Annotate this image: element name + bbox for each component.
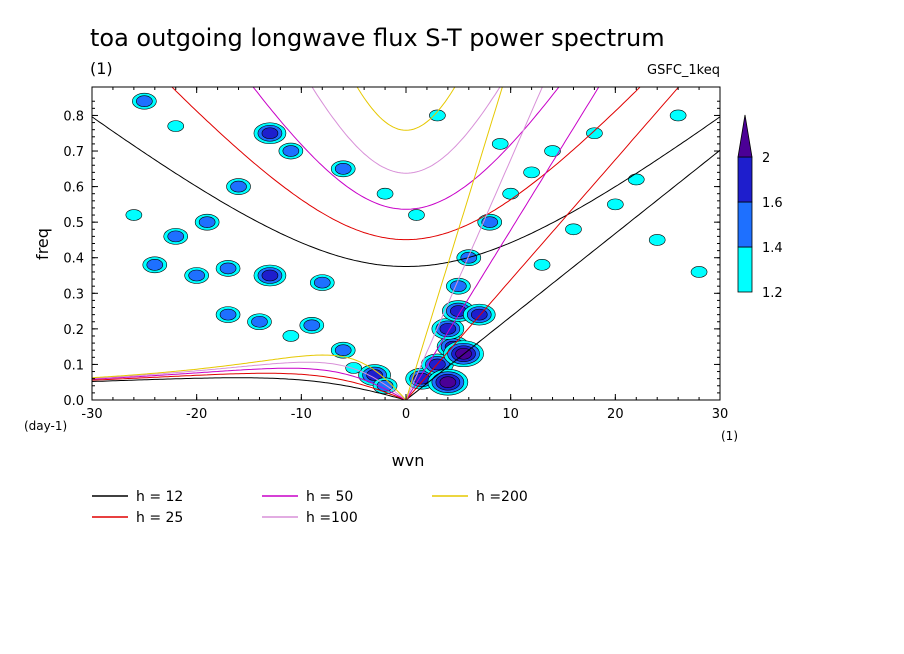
dispersion-curve	[171, 87, 641, 241]
power-blob	[669, 109, 687, 122]
colorbar-label: 1.4	[762, 241, 783, 256]
colorbar: 1.2 1.4 1.6 2	[737, 114, 783, 301]
y-unit-label: (day-1)	[24, 419, 67, 433]
power-blob	[247, 313, 272, 331]
power-blob	[462, 303, 496, 326]
legend-label: h =200	[476, 489, 528, 505]
colorbar-label: 1.2	[762, 286, 783, 301]
power-blob	[477, 213, 503, 231]
y-tick-label: 0.7	[63, 145, 84, 160]
power-blob	[226, 178, 251, 195]
power-blob	[648, 234, 666, 246]
y-tick-label: 0.8	[63, 109, 84, 124]
chart-title: toa outgoing longwave flux S-T power spe…	[90, 24, 665, 52]
power-blob	[125, 209, 143, 221]
power-blob	[253, 122, 287, 145]
dispersion-curve	[405, 87, 543, 400]
power-blob	[627, 173, 645, 186]
power-blob	[215, 260, 241, 277]
dispersion-curve	[92, 377, 407, 400]
power-blob	[429, 109, 446, 122]
power-blob	[491, 138, 509, 150]
power-blob	[427, 368, 469, 396]
x-axis-label: wvn	[392, 451, 425, 470]
x-axis: -30 -20 -10 0 10 20 30	[81, 87, 728, 422]
power-blob	[376, 187, 394, 200]
power-blob	[523, 166, 540, 179]
power-blob	[253, 264, 287, 287]
x-tick-label: 10	[502, 407, 519, 422]
dispersion-curve	[92, 354, 407, 400]
dispersion-curve	[405, 87, 680, 400]
power-blob	[533, 259, 551, 271]
y-tick-label: 0.4	[63, 252, 84, 267]
x-tick-label: 20	[607, 407, 624, 422]
power-contours	[125, 92, 708, 396]
power-blob	[194, 213, 220, 231]
dispersion-curve	[92, 116, 720, 267]
power-blob	[586, 127, 603, 140]
power-blob	[163, 228, 189, 245]
source-label: GSFC_1keq	[647, 63, 720, 78]
x-tick-label: 30	[712, 407, 729, 422]
legend-label: h = 50	[306, 489, 353, 505]
colorbar-swatch	[737, 201, 753, 248]
x-tick-label: -10	[291, 407, 312, 422]
colorbar-label: 1.6	[762, 196, 783, 211]
dispersion-curve	[311, 87, 501, 174]
y-tick-label: 0.0	[63, 394, 84, 409]
x-tick-label: -20	[186, 407, 207, 422]
power-blob	[330, 160, 356, 178]
power-blob	[431, 318, 465, 340]
power-blob	[142, 256, 168, 274]
colorbar-swatch	[737, 156, 753, 203]
power-blob	[408, 209, 425, 221]
dispersion-curve	[405, 87, 503, 400]
legend: h = 12 h = 25 h = 50 h =100 h =200	[92, 489, 528, 526]
power-blob	[282, 330, 300, 342]
y-tick-label: 0.3	[63, 287, 84, 302]
dispersion-curve	[92, 361, 407, 400]
colorbar-swatch	[737, 246, 753, 293]
colorbar-label: 2	[762, 151, 770, 166]
y-tick-label: 0.1	[63, 358, 84, 373]
y-axis: 0.0 0.1 0.2 0.3 0.4 0.5 0.6 0.7 0.8	[63, 100, 720, 409]
y-tick-label: 0.6	[63, 181, 84, 196]
y-axis-label: freq	[33, 228, 52, 260]
legend-label: h =100	[306, 510, 358, 526]
colorbar-arrow	[737, 114, 753, 158]
dispersion-curve	[252, 87, 560, 210]
power-blob	[607, 198, 624, 211]
legend-label: h = 25	[136, 510, 183, 526]
power-blob	[565, 223, 582, 236]
power-blob	[132, 92, 157, 110]
x-tick-label: 0	[402, 407, 410, 422]
x-unit-label: (1)	[721, 429, 738, 443]
plot-frame	[91, 86, 721, 401]
power-blob	[278, 142, 304, 160]
chart-subtitle: (1)	[90, 59, 113, 78]
power-blob	[690, 266, 708, 278]
dispersion-curves	[92, 87, 720, 400]
y-tick-label: 0.5	[63, 216, 84, 231]
dispersion-curve	[405, 149, 720, 400]
dispersion-curve	[356, 87, 456, 131]
power-blob	[345, 362, 362, 374]
power-blob	[372, 377, 398, 395]
power-blob	[309, 274, 335, 291]
power-blob	[215, 306, 241, 323]
legend-label: h = 12	[136, 489, 183, 505]
y-tick-label: 0.2	[63, 323, 84, 338]
power-blob	[330, 341, 356, 359]
power-blob	[184, 267, 209, 284]
dispersion-curve	[405, 87, 600, 400]
power-blob	[502, 187, 519, 200]
dispersion-curve	[92, 367, 407, 400]
power-blob	[167, 120, 185, 132]
power-blob	[544, 145, 561, 157]
power-blob	[299, 317, 325, 334]
x-tick-label: -30	[81, 407, 102, 422]
dispersion-curve	[92, 372, 407, 400]
